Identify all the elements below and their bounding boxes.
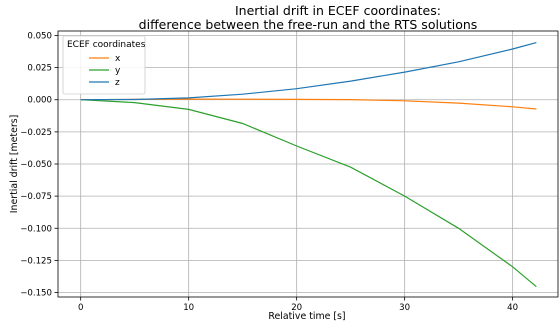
- x-tick-label: 40: [507, 303, 518, 313]
- legend-label-z: z: [115, 78, 120, 88]
- x-tick-label: 30: [399, 303, 410, 313]
- legend-label-y: y: [115, 66, 121, 76]
- y-tick-label: −0.150: [20, 289, 52, 299]
- x-tick-label: 20: [291, 303, 302, 313]
- gridlines: [58, 31, 558, 297]
- y-tick-label: −0.075: [20, 192, 52, 202]
- y-tick-label: 0.000: [27, 96, 52, 106]
- chart-title: Inertial drift in ECEF coordinates:: [235, 3, 441, 18]
- y-tick-label: 0.050: [27, 31, 52, 41]
- y-tick-label: −0.125: [20, 256, 52, 266]
- axis-ticks: 0 10 20 30 40 0.050 0.025 0.000 −0.025 −0.050 −0.0…: [20, 31, 518, 313]
- legend-label-x: x: [115, 54, 121, 64]
- y-tick-label: −0.025: [20, 128, 52, 138]
- legend-title: ECEF coordinates: [67, 40, 146, 50]
- x-axis-label: Relative time [s]: [268, 311, 345, 322]
- x-tick-label: 10: [183, 303, 194, 313]
- chart-subtitle: difference between the free-run and the …: [139, 17, 478, 32]
- y-tick-label: −0.100: [20, 224, 52, 234]
- series-lines: [80, 42, 537, 288]
- legend-box: [62, 35, 146, 95]
- y-tick-label: −0.050: [20, 160, 52, 170]
- series-line-z: [80, 42, 537, 101]
- series-line-y: [80, 99, 537, 288]
- y-axis-label: Inertial drift [meters]: [9, 115, 20, 214]
- y-tick-label: 0.025: [27, 64, 52, 74]
- x-tick-label: 0: [78, 303, 83, 313]
- legend: ECEF coordinates xyz: [62, 35, 146, 95]
